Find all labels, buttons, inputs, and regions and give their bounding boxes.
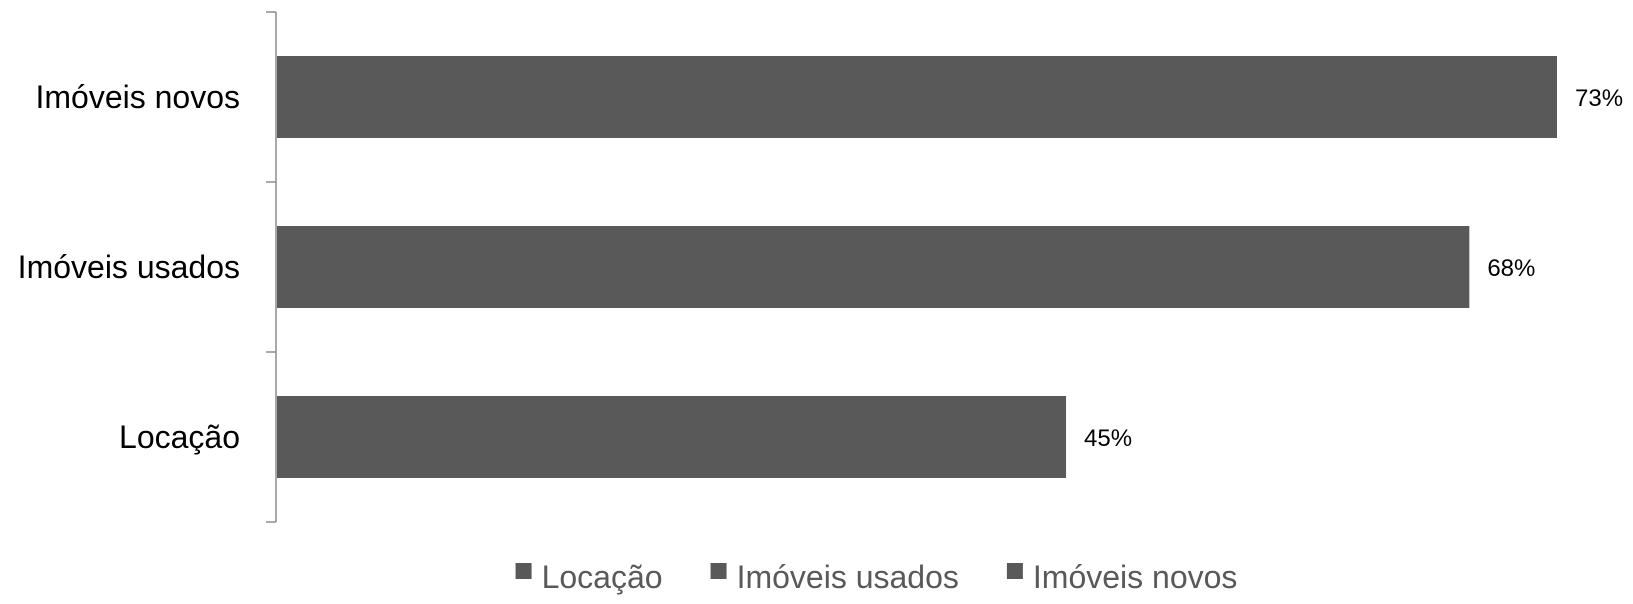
legend-swatch [710, 563, 727, 579]
legend-label: Imóveis novos [1033, 559, 1238, 595]
bar [277, 396, 1067, 478]
legend-entry: Imóveis novos [1006, 559, 1238, 595]
bars [277, 56, 1557, 478]
data-label: 68% [1487, 255, 1535, 282]
legend-label: Imóveis usados [737, 559, 959, 595]
category-tick-label: Imóveis usados [18, 249, 240, 285]
labels: Imóveis novos 73% Imóveis usados 68% Locação… [18, 79, 1623, 455]
legend-label: Locação [542, 559, 663, 595]
data-label: 73% [1575, 85, 1623, 112]
legend-entry: Locação [515, 559, 663, 595]
legend-entry: Imóveis usados [710, 559, 959, 595]
legend-swatch [1006, 563, 1023, 579]
category-axis [266, 11, 277, 523]
category-tick-label: Locação [119, 419, 240, 455]
legend-swatch [515, 563, 532, 579]
bar [277, 226, 1470, 308]
category-tick-label: Imóveis novos [35, 79, 240, 115]
bar [277, 56, 1557, 138]
legend: Locação Imóveis usados Imóveis novos [515, 559, 1238, 595]
data-label: 45% [1084, 425, 1132, 452]
